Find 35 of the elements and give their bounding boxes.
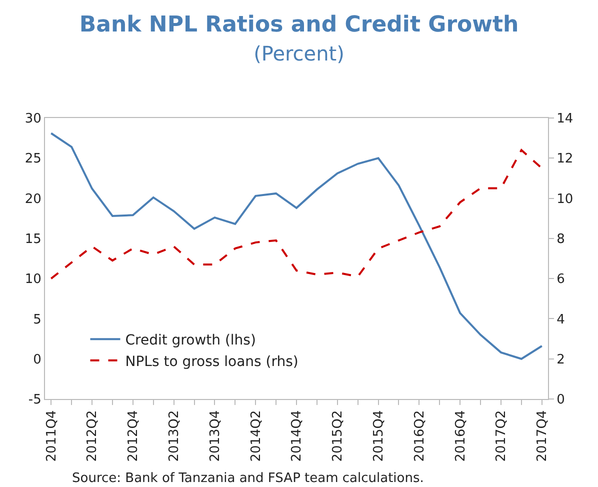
y-tick-label: 10 <box>24 272 42 288</box>
y-tick-label: -5 <box>28 392 42 408</box>
y-tick-label: 30 <box>24 112 42 127</box>
x-tick-label: 2014Q4 <box>290 410 305 462</box>
source-note: Source: Bank of Tanzania and FSAP team calculations. <box>72 471 424 486</box>
x-tick-label: 2012Q4 <box>126 410 142 462</box>
y-tick-label: 5 <box>33 312 42 328</box>
y2-tick-label: 14 <box>556 112 574 127</box>
legend-label: NPLs to gross loans (rhs) <box>125 354 298 370</box>
chart-title: Bank NPL Ratios and Credit Growth <box>79 12 519 38</box>
y2-tick-label: 2 <box>556 352 565 368</box>
x-tick-label: 2015Q4 <box>372 410 387 462</box>
x-tick-label: 2014Q2 <box>248 410 264 462</box>
y2-tick-label: 0 <box>556 392 565 408</box>
x-tick-label: 2015Q2 <box>330 410 346 462</box>
y-tick-label: 20 <box>24 192 42 207</box>
x-tick-label: 2017Q4 <box>535 410 550 462</box>
legend-label: Credit growth (lhs) <box>125 332 256 349</box>
x-tick-label: 2013Q2 <box>167 410 182 462</box>
y2-tick-label: 12 <box>556 152 574 167</box>
y2-tick-label: 6 <box>556 272 565 288</box>
x-tick-label: 2016Q2 <box>412 410 428 462</box>
x-tick-label: 2012Q2 <box>85 410 100 462</box>
chart-subtitle: (Percent) <box>254 41 344 66</box>
x-tick-label: 2016Q4 <box>453 410 468 462</box>
y2-tick-label: 10 <box>556 192 574 207</box>
x-tick-label: 2017Q2 <box>494 410 510 462</box>
line-series <box>50 149 543 280</box>
y-tick-label: 15 <box>24 232 42 247</box>
y2-tick-label: 4 <box>556 312 565 328</box>
y-tick-label: 0 <box>33 352 42 368</box>
x-tick-label: 2011Q4 <box>44 410 60 462</box>
y2-tick-label: 8 <box>556 232 565 247</box>
y-tick-label: 25 <box>24 152 42 167</box>
x-tick-label: 2013Q4 <box>208 410 223 462</box>
